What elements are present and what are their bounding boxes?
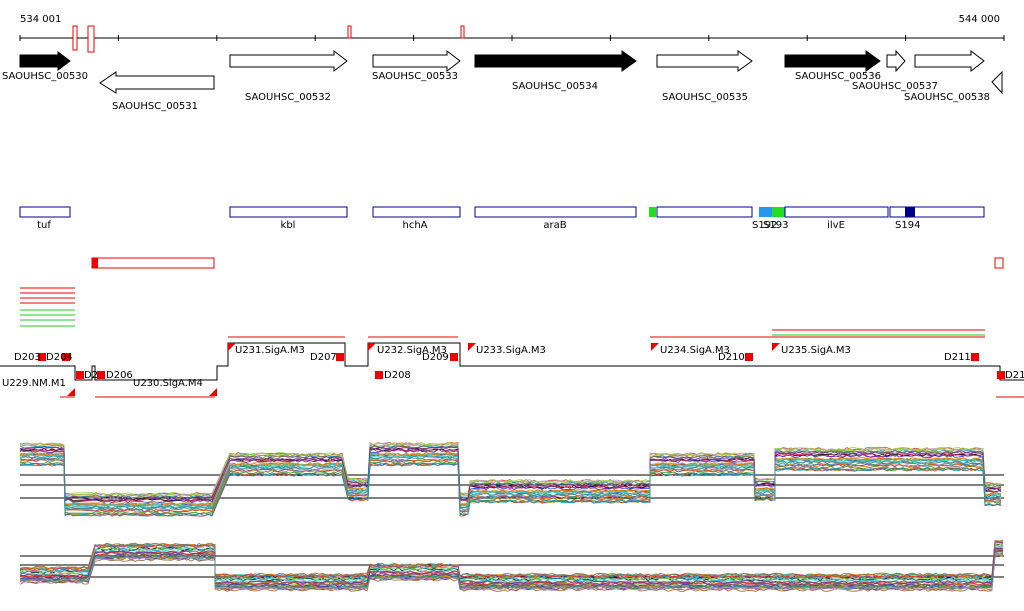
expression-line bbox=[19, 449, 1002, 503]
promoter-label: U233.SigA.M3 bbox=[476, 345, 546, 356]
expression-line bbox=[19, 540, 1004, 578]
terminator-label: D203 bbox=[14, 352, 41, 363]
promoter-label: U231.SigA.M3 bbox=[235, 345, 305, 356]
promoter-label: U230.SigA.M4 bbox=[133, 378, 203, 389]
site-label: S192 bbox=[752, 220, 777, 231]
gene-label: SAOUHSC_00536 bbox=[795, 71, 881, 82]
gene-name: hchA bbox=[402, 220, 427, 231]
terminator-label: D204 bbox=[46, 352, 73, 363]
gene-label: SAOUHSC_00533 bbox=[372, 71, 458, 82]
ruler: 534 001 544 000 bbox=[20, 14, 1004, 53]
terminator-label: D208 bbox=[384, 370, 411, 381]
promoter-label: U235.SigA.M3 bbox=[781, 345, 851, 356]
expression-line bbox=[19, 549, 1004, 587]
expression-line bbox=[19, 460, 1002, 515]
promoter-label: U232.SigA.M3 bbox=[377, 345, 447, 356]
expression-line bbox=[19, 551, 1004, 589]
expression-line bbox=[19, 544, 1004, 582]
gene-name: tuf bbox=[37, 220, 51, 231]
expression-line bbox=[19, 462, 1002, 517]
gene-label: SAOUHSC_00537 bbox=[852, 81, 938, 92]
terminator-label: D210 bbox=[718, 352, 745, 363]
gene-label: SAOUHSC_00534 bbox=[512, 81, 598, 92]
promoter-label: U229.NM.M1 bbox=[2, 378, 66, 389]
annotation-track: tuf kbl hchA araB ilvE S192 S193 S194 bbox=[19, 206, 985, 231]
gene-name: kbl bbox=[281, 220, 296, 231]
terminator-label: D2 bbox=[84, 370, 98, 381]
ruler-start: 534 001 bbox=[20, 14, 61, 25]
expression-line bbox=[19, 452, 1002, 507]
gene-label: SAOUHSC_00535 bbox=[662, 92, 748, 103]
gene-label: SAOUHSC_00530 bbox=[2, 71, 88, 82]
expression-line bbox=[19, 542, 1004, 581]
expression-line bbox=[19, 442, 1002, 497]
expression-line bbox=[19, 455, 1002, 510]
regulation-track: D203 D204 D2 D206 D207 D208 D209 D210 D2… bbox=[0, 329, 1024, 398]
expression-line bbox=[19, 457, 1002, 511]
gene-name: araB bbox=[543, 220, 566, 231]
expression-line bbox=[19, 462, 1002, 517]
expression-line bbox=[19, 547, 1004, 585]
terminator-label: D209 bbox=[422, 352, 449, 363]
gene-track: SAOUHSC_00530 SAOUHSC_00531 SAOUHSC_0053… bbox=[2, 49, 1003, 112]
ruler-end: 544 000 bbox=[959, 14, 1000, 25]
gene-label: SAOUHSC_00538 bbox=[904, 92, 990, 103]
expression-tracks bbox=[19, 442, 1004, 592]
terminator-label: D212 bbox=[1005, 370, 1024, 381]
expression-line bbox=[19, 446, 1002, 501]
expression-line bbox=[19, 546, 1004, 584]
promoter-label: U234.SigA.M3 bbox=[660, 345, 730, 356]
gene-label: SAOUHSC_00531 bbox=[112, 101, 198, 112]
site-label: S194 bbox=[895, 220, 920, 231]
terminator-label: D211 bbox=[944, 352, 971, 363]
red-track bbox=[20, 257, 1004, 327]
expression-line bbox=[19, 448, 1002, 502]
gene-label: SAOUHSC_00532 bbox=[245, 92, 331, 103]
site-label: S193 bbox=[763, 220, 788, 231]
terminator-label: D207 bbox=[310, 352, 337, 363]
expression-line bbox=[19, 540, 1004, 578]
terminator-label: D206 bbox=[106, 370, 133, 381]
ruler-ticks bbox=[19, 35, 1005, 41]
expression-line bbox=[19, 540, 1003, 579]
gene-name: ilvE bbox=[827, 220, 845, 231]
expression-line bbox=[19, 458, 1002, 513]
